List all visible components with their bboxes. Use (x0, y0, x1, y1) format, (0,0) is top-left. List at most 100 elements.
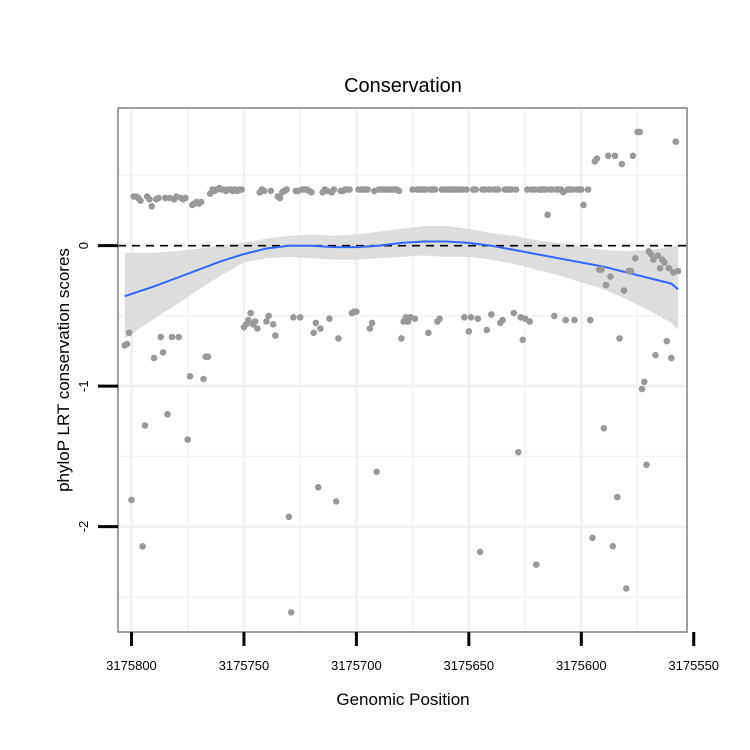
data-point (672, 138, 680, 145)
data-point (461, 314, 468, 321)
data-point (643, 461, 650, 469)
x-tick-label: 3175650 (444, 658, 495, 673)
x-tick-label: 3175800 (106, 658, 157, 673)
data-point (155, 194, 162, 202)
y-tick-label: -2 (76, 521, 91, 533)
data-point (476, 548, 484, 556)
data-point (614, 493, 621, 501)
data-point (652, 351, 659, 359)
data-points (121, 128, 682, 616)
data-point (204, 353, 212, 361)
data-point (636, 128, 644, 136)
data-point (533, 561, 540, 568)
x-tick-label: 3175700 (331, 658, 382, 673)
data-point (641, 378, 648, 386)
data-point (326, 315, 333, 323)
data-point (512, 186, 520, 193)
data-point (600, 425, 608, 432)
data-point (141, 422, 149, 429)
data-point (164, 411, 171, 418)
data-point (395, 187, 403, 195)
data-point (609, 543, 617, 550)
data-point (663, 337, 671, 345)
data-point (515, 448, 522, 456)
data-point (654, 252, 662, 259)
data-point (589, 534, 596, 542)
data-point (616, 335, 623, 342)
x-axis-title: Genomic Position (336, 690, 469, 709)
data-point (238, 186, 245, 193)
data-point (474, 315, 482, 323)
data-point (494, 186, 502, 193)
data-point (267, 187, 275, 195)
data-point (353, 308, 360, 316)
data-point (632, 254, 639, 262)
data-point (139, 543, 146, 550)
data-point (200, 375, 207, 383)
data-point (366, 325, 374, 332)
x-axis-ticks: 3175800 3175750 3175700 3175650 3175600 31755… (106, 632, 719, 673)
data-point (623, 585, 630, 592)
data-point (425, 329, 432, 337)
data-point (269, 321, 277, 328)
x-tick-label: 3175550 (668, 658, 719, 673)
data-point (647, 250, 655, 258)
data-point (335, 335, 342, 342)
data-point (519, 336, 527, 344)
data-point (245, 316, 252, 324)
data-point (346, 186, 353, 193)
data-point (627, 267, 635, 275)
data-point (285, 513, 293, 521)
data-point (411, 315, 419, 323)
data-point (175, 333, 182, 341)
data-point (463, 186, 470, 193)
data-point (467, 314, 475, 321)
data-point (148, 203, 155, 210)
x-tick-label: 3175600 (556, 658, 607, 673)
data-point (526, 318, 533, 325)
data-point (197, 198, 205, 206)
data-point (310, 329, 318, 337)
y-axis-title: phyloP LRT conservation scores (54, 248, 73, 492)
data-point (287, 609, 295, 616)
data-point (620, 287, 628, 294)
data-point (629, 152, 637, 160)
data-point (137, 197, 144, 204)
data-point (598, 266, 605, 273)
data-point (251, 318, 259, 325)
data-point (308, 189, 315, 196)
data-point (123, 340, 131, 348)
data-point (368, 319, 376, 327)
data-point (638, 385, 646, 393)
data-point (317, 325, 324, 332)
data-point (587, 316, 594, 324)
data-point (602, 281, 610, 289)
data-point (665, 264, 673, 272)
data-point (314, 484, 322, 491)
data-point (562, 316, 569, 324)
data-point (247, 309, 254, 317)
data-point (472, 186, 479, 193)
data-point (488, 311, 495, 318)
data-point (186, 373, 194, 380)
data-point (182, 194, 189, 202)
x-tick-label: 3175750 (219, 658, 270, 673)
smooth-line (124, 240, 679, 298)
data-point (272, 332, 279, 339)
data-point (656, 264, 664, 272)
data-point (373, 468, 380, 476)
y-axis-ticks: 0 -1 -2 (76, 242, 118, 532)
data-point (465, 328, 473, 335)
data-point (283, 186, 291, 193)
data-point (364, 186, 371, 193)
y-tick-label: 0 (76, 242, 91, 249)
y-tick-label: -1 (76, 380, 91, 392)
data-point (605, 152, 612, 160)
data-point (607, 273, 614, 280)
grid-lines (118, 108, 687, 632)
data-point (674, 267, 682, 275)
data-point (330, 186, 338, 193)
data-point (296, 314, 304, 321)
data-point (578, 186, 585, 193)
